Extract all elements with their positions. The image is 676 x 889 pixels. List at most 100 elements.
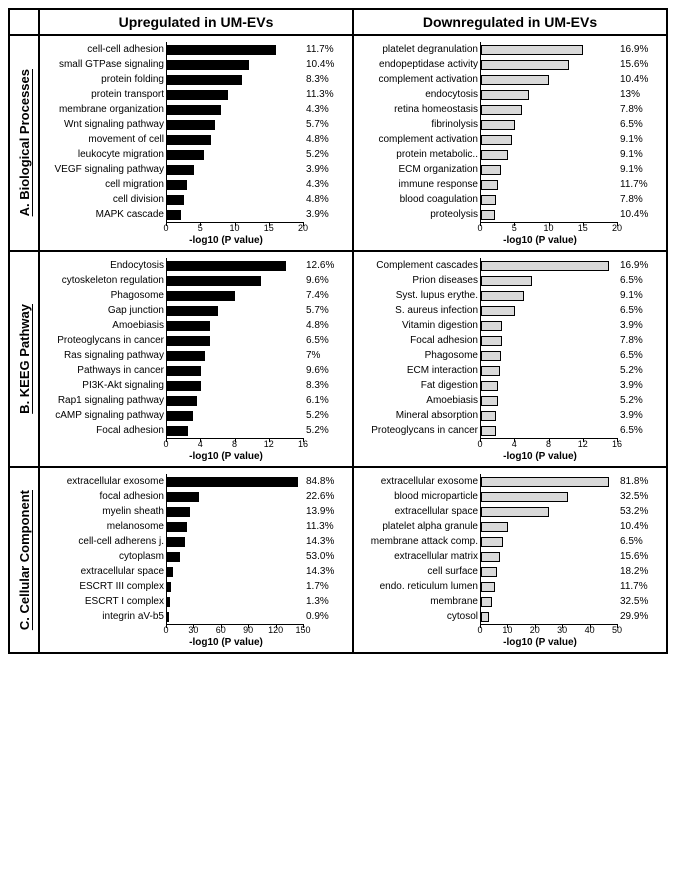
bar-percent: 15.6% <box>617 57 664 72</box>
bar-label: PI3K-Akt signaling <box>44 378 167 393</box>
tick-label: 40 <box>585 625 595 635</box>
bar-label: endopeptidase activity <box>358 57 481 72</box>
bar <box>481 180 498 190</box>
bar-percent: 15.6% <box>617 549 664 564</box>
bar-label: Rap1 signaling pathway <box>44 393 167 408</box>
bar-label: MAPK cascade <box>44 207 167 222</box>
bar <box>481 105 522 115</box>
bar-percent: 81.8% <box>617 474 664 489</box>
bar-label: cell-cell adhesion <box>44 42 167 57</box>
tick-label: 30 <box>188 625 198 635</box>
bar <box>481 612 489 622</box>
tick-label: 0 <box>477 439 482 449</box>
bar-label: Focal adhesion <box>44 423 167 438</box>
bar-row: membrane organization4.3% <box>167 102 303 117</box>
bar-row: Amoebiasis4.8% <box>167 318 303 333</box>
bar-label: myelin sheath <box>44 504 167 519</box>
bars-area: cell-cell adhesion11.7%small GTPase sign… <box>166 42 303 223</box>
bar-percent: 11.3% <box>303 519 350 534</box>
bars-area: platelet degranulation16.9%endopeptidase… <box>480 42 617 223</box>
bar <box>481 426 496 436</box>
bar-percent: 5.2% <box>303 423 350 438</box>
axis-ticks: 05101520 <box>480 223 617 235</box>
bar-row: extracellular exosome84.8% <box>167 474 303 489</box>
bars-area: extracellular exosome84.8%focal adhesion… <box>166 474 303 625</box>
bar <box>481 381 498 391</box>
bar-row: Phagosome6.5% <box>481 348 617 363</box>
bar-label: cell surface <box>358 564 481 579</box>
bar-row: platelet alpha granule10.4% <box>481 519 617 534</box>
bar-label: VEGF signaling pathway <box>44 162 167 177</box>
bar-label: Mineral absorption <box>358 408 481 423</box>
bar <box>167 381 201 391</box>
bar-percent: 9.6% <box>303 363 350 378</box>
bar-percent: 7.8% <box>617 192 664 207</box>
bar <box>167 582 171 592</box>
bar-label: movement of cell <box>44 132 167 147</box>
tick-label: 12 <box>264 439 274 449</box>
chart-cell: cell-cell adhesion11.7%small GTPase sign… <box>40 36 354 250</box>
bar-row: Phagosome7.4% <box>167 288 303 303</box>
bar-label: Focal adhesion <box>358 333 481 348</box>
axis-title: -log10 (P value) <box>418 637 662 650</box>
bar-row: Rap1 signaling pathway6.1% <box>167 393 303 408</box>
bar-label: protein metabolic.. <box>358 147 481 162</box>
bar-percent: 5.7% <box>303 117 350 132</box>
bar-percent: 53.0% <box>303 549 350 564</box>
row-label: B. KEEG Pathway <box>10 252 40 466</box>
bar <box>481 195 496 205</box>
bar-row: MAPK cascade3.9% <box>167 207 303 222</box>
chart-cell: extracellular exosome84.8%focal adhesion… <box>40 468 354 652</box>
bar-label: Proteoglycans in cancer <box>44 333 167 348</box>
tick-label: 5 <box>198 223 203 233</box>
bar-row: cytosol29.9% <box>481 609 617 624</box>
bars-area: Complement cascades16.9%Prion diseases6.… <box>480 258 617 439</box>
bar-label: blood microparticle <box>358 489 481 504</box>
bar-row: extracellular matrix15.6% <box>481 549 617 564</box>
bar-row: proteolysis10.4% <box>481 207 617 222</box>
bar-label: extracellular space <box>44 564 167 579</box>
row-label: C. Cellular Component <box>10 468 40 652</box>
bar <box>481 306 515 316</box>
bar-percent: 7% <box>303 348 350 363</box>
bar-row: cell migration4.3% <box>167 177 303 192</box>
bar-label: leukocyte migration <box>44 147 167 162</box>
bar-row: cell division4.8% <box>167 192 303 207</box>
bar-label: Vitamin digestion <box>358 318 481 333</box>
bar-row: melanosome11.3% <box>167 519 303 534</box>
bar-row: cytoplasm53.0% <box>167 549 303 564</box>
bar <box>481 321 502 331</box>
bar-percent: 6.1% <box>303 393 350 408</box>
bar-label: complement activation <box>358 132 481 147</box>
bar-percent: 6.5% <box>617 348 664 363</box>
bar-label: focal adhesion <box>44 489 167 504</box>
bar-label: Prion diseases <box>358 273 481 288</box>
bar-percent: 3.9% <box>303 162 350 177</box>
bar <box>481 582 495 592</box>
bar-percent: 9.1% <box>617 147 664 162</box>
bar-percent: 32.5% <box>617 489 664 504</box>
tick-label: 0 <box>163 439 168 449</box>
bar-row: ESCRT I complex1.3% <box>167 594 303 609</box>
tick-label: 15 <box>264 223 274 233</box>
bar-label: Fat digestion <box>358 378 481 393</box>
bar-row: complement activation9.1% <box>481 132 617 147</box>
bar-row: Fat digestion3.9% <box>481 378 617 393</box>
bar-label: Endocytosis <box>44 258 167 273</box>
bar-percent: 7.8% <box>617 333 664 348</box>
tick-label: 10 <box>229 223 239 233</box>
bar-row: complement activation10.4% <box>481 72 617 87</box>
bar <box>167 411 193 421</box>
bar-percent: 22.6% <box>303 489 350 504</box>
chart-cell: Endocytosis12.6%cytoskeleton regulation9… <box>40 252 354 466</box>
bar <box>167 210 181 220</box>
bar-row: cell-cell adhesion11.7% <box>167 42 303 57</box>
bar <box>481 90 529 100</box>
bar-row: S. aureus infection6.5% <box>481 303 617 318</box>
axis-title: -log10 (P value) <box>104 451 348 464</box>
bar <box>167 261 286 271</box>
bar <box>481 45 583 55</box>
bar <box>167 105 221 115</box>
bar <box>167 336 210 346</box>
bar-label: cytosol <box>358 609 481 624</box>
